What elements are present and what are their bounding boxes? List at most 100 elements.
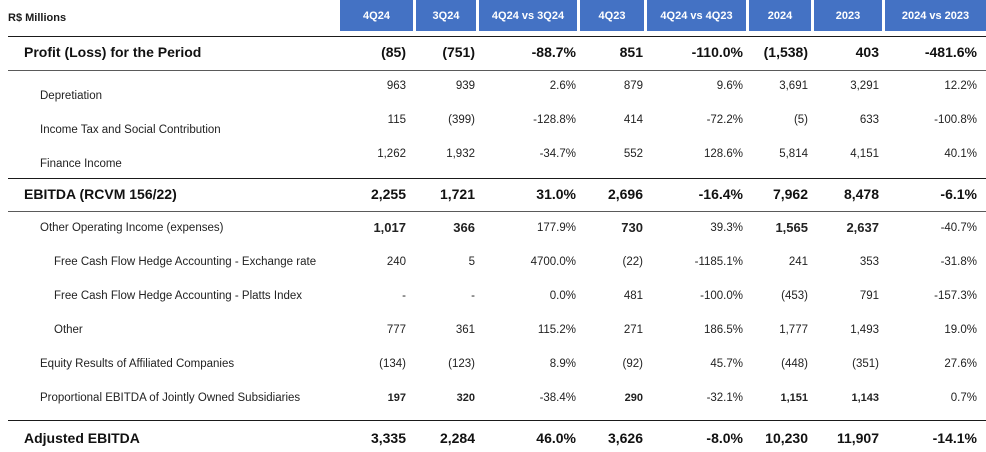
cell: 963 bbox=[386, 80, 406, 92]
cell: 177.9% bbox=[536, 222, 576, 234]
cell: 40.1% bbox=[944, 148, 977, 160]
cell: 8.9% bbox=[549, 358, 576, 370]
cell: (351) bbox=[852, 358, 879, 370]
table-row: Profit (Loss) for the Period (85) (751) … bbox=[0, 44, 986, 64]
cell: -34.7% bbox=[539, 148, 576, 160]
cell: -1185.1% bbox=[694, 256, 743, 268]
table-row: Income Tax and Social Contribution 115 (… bbox=[0, 114, 986, 144]
divider bbox=[8, 211, 986, 212]
cell: 361 bbox=[455, 324, 475, 336]
cell: -157.3% bbox=[934, 290, 977, 302]
divider bbox=[8, 178, 986, 179]
cell: (453) bbox=[781, 290, 808, 302]
cell: -14.1% bbox=[932, 430, 977, 446]
cell: 552 bbox=[623, 148, 643, 160]
cell: 3,691 bbox=[779, 80, 808, 92]
col-header-4q24-vs-3q24: 4Q24 vs 3Q24 bbox=[479, 0, 577, 31]
row-label: Other bbox=[54, 324, 83, 336]
col-header-2024: 2024 bbox=[749, 0, 811, 31]
cell: - bbox=[471, 290, 475, 302]
cell: 3,291 bbox=[850, 80, 879, 92]
cell: -100.8% bbox=[934, 114, 977, 126]
cell: 353 bbox=[859, 256, 879, 268]
col-header-4q23: 4Q23 bbox=[580, 0, 644, 31]
cell: 115.2% bbox=[537, 324, 576, 336]
cell: 19.0% bbox=[944, 324, 977, 336]
cell: 1,151 bbox=[780, 392, 808, 404]
cell: - bbox=[402, 290, 406, 302]
table-row: Free Cash Flow Hedge Accounting - Exchan… bbox=[0, 256, 986, 276]
cell: 4,151 bbox=[850, 148, 879, 160]
cell: 115 bbox=[387, 114, 406, 126]
cell: (22) bbox=[622, 256, 643, 268]
cell: 320 bbox=[456, 392, 475, 404]
cell: 1,932 bbox=[446, 148, 475, 160]
cell: 414 bbox=[623, 114, 643, 126]
cell: 8,478 bbox=[843, 186, 879, 202]
cell: (751) bbox=[442, 44, 475, 60]
cell: 1,017 bbox=[373, 220, 406, 235]
cell: 2,637 bbox=[846, 220, 879, 235]
row-label: Free Cash Flow Hedge Accounting - Platts… bbox=[54, 290, 303, 302]
cell: (1,538) bbox=[763, 44, 808, 60]
col-header-4q24: 4Q24 bbox=[340, 0, 413, 31]
cell: -88.7% bbox=[531, 44, 576, 60]
cell: 5 bbox=[468, 256, 475, 268]
unit-label: R$ Millions bbox=[8, 12, 67, 24]
table-row: Adjusted EBITDA 3,335 2,284 46.0% 3,626 … bbox=[0, 430, 986, 450]
cell: (448) bbox=[781, 358, 808, 370]
cell: -16.4% bbox=[698, 186, 743, 202]
cell: 1,143 bbox=[851, 392, 879, 404]
cell: 1,565 bbox=[775, 220, 808, 235]
cell: (92) bbox=[622, 358, 643, 370]
cell: 2,255 bbox=[370, 186, 406, 202]
divider bbox=[8, 36, 986, 37]
cell: 240 bbox=[386, 256, 406, 268]
cell: 1,777 bbox=[779, 324, 808, 336]
cell: 39.3% bbox=[710, 222, 743, 234]
cell: 1,262 bbox=[377, 148, 406, 160]
cell: 45.7% bbox=[710, 358, 743, 370]
cell: 31.0% bbox=[536, 186, 576, 202]
cell: 186.5% bbox=[703, 324, 743, 336]
cell: (134) bbox=[379, 358, 406, 370]
cell: -100.0% bbox=[700, 290, 743, 302]
cell: -481.6% bbox=[924, 44, 977, 60]
table-row: Free Cash Flow Hedge Accounting - Platts… bbox=[0, 290, 986, 310]
cell: (5) bbox=[793, 114, 808, 126]
row-label: EBITDA (RCVM 156/22) bbox=[24, 186, 177, 202]
row-label: Finance Income bbox=[40, 158, 122, 170]
cell: 851 bbox=[619, 44, 643, 60]
col-header-2023: 2023 bbox=[814, 0, 882, 31]
cell: (123) bbox=[448, 358, 475, 370]
table-header: R$ Millions 4Q24 3Q24 4Q24 vs 3Q24 4Q23 … bbox=[0, 0, 986, 31]
cell: 271 bbox=[623, 324, 643, 336]
cell: 7,962 bbox=[772, 186, 808, 202]
cell: 2,696 bbox=[607, 186, 643, 202]
col-header-2024-vs-2023: 2024 vs 2023 bbox=[885, 0, 986, 31]
cell: -40.7% bbox=[940, 222, 977, 234]
table-row: Finance Income 1,262 1,932 -34.7% 552 12… bbox=[0, 148, 986, 178]
cell: -110.0% bbox=[691, 44, 743, 60]
cell: 9.6% bbox=[716, 80, 743, 92]
table-row: Other 777 361 115.2% 271 186.5% 1,777 1,… bbox=[0, 324, 986, 344]
cell: -6.1% bbox=[940, 186, 977, 202]
cell: -8.0% bbox=[706, 430, 743, 446]
cell: -32.1% bbox=[706, 392, 743, 404]
cell: 2.6% bbox=[549, 80, 576, 92]
cell: (399) bbox=[448, 114, 475, 126]
cell: 366 bbox=[453, 220, 475, 235]
table-row: Depretiation 963 939 2.6% 879 9.6% 3,691… bbox=[0, 80, 986, 110]
cell: 777 bbox=[386, 324, 406, 336]
cell: 3,626 bbox=[607, 430, 643, 446]
table-row: Equity Results of Affiliated Companies (… bbox=[0, 358, 986, 378]
row-label: Profit (Loss) for the Period bbox=[24, 44, 202, 60]
cell: 1,721 bbox=[439, 186, 475, 202]
cell: 11,907 bbox=[836, 430, 879, 446]
row-label: Other Operating Income (expenses) bbox=[40, 222, 224, 234]
row-label: Proportional EBITDA of Jointly Owned Sub… bbox=[40, 392, 301, 404]
cell: 1,493 bbox=[850, 324, 879, 336]
cell: 3,335 bbox=[370, 430, 406, 446]
cell: 27.6% bbox=[944, 358, 977, 370]
